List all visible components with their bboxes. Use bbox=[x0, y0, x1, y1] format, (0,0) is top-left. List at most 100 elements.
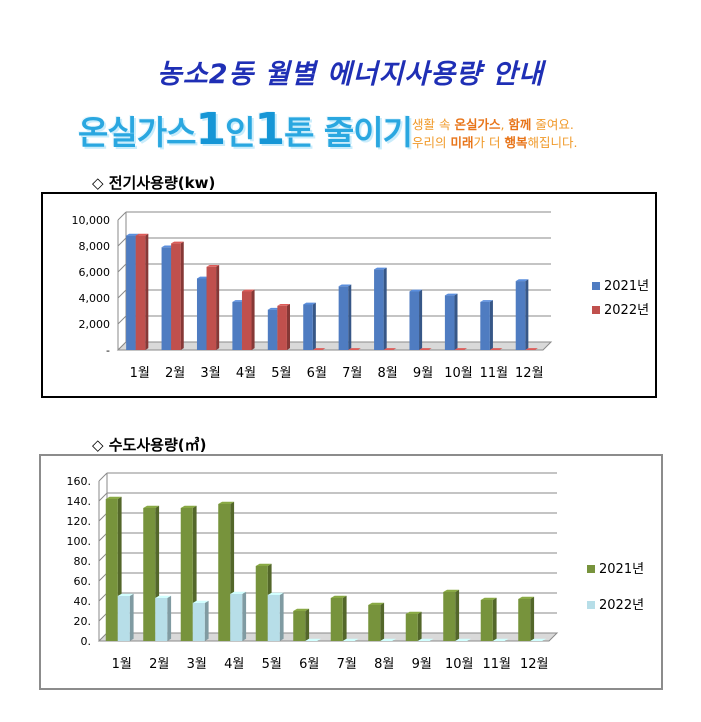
bar-top bbox=[342, 638, 359, 641]
gridline-depth bbox=[117, 289, 127, 299]
bar-top bbox=[277, 303, 290, 306]
legend-swatch bbox=[592, 282, 600, 290]
bar bbox=[161, 247, 172, 350]
y-tick-label: 140. bbox=[67, 495, 92, 508]
bar-top bbox=[171, 241, 184, 244]
slogan-emphasis: 함께 bbox=[508, 117, 532, 132]
y-tick-label: 120. bbox=[67, 515, 92, 528]
bar-top bbox=[143, 505, 160, 508]
bar-side bbox=[383, 267, 387, 350]
gridline-depth bbox=[98, 512, 108, 522]
campaign-one-b: 1 bbox=[254, 104, 285, 155]
bar-top bbox=[218, 501, 235, 504]
bar-side bbox=[525, 279, 529, 350]
bar-top bbox=[230, 591, 247, 594]
slogan-text: , bbox=[500, 117, 509, 132]
y-tick-label: 4,000 bbox=[79, 292, 111, 305]
bar bbox=[117, 596, 130, 641]
x-tick-label: 6월 bbox=[307, 366, 327, 381]
gridline-depth bbox=[98, 552, 108, 562]
bar-top bbox=[155, 595, 172, 598]
electricity-chart-svg: - 2,000 4,000 6,000 8,000 10,000 1월 2월 3월 4월 5월 6월 7… bbox=[72, 211, 649, 381]
gridline-depth bbox=[98, 472, 108, 482]
bar bbox=[267, 309, 278, 350]
bar bbox=[255, 566, 268, 641]
x-tick-label: 12월 bbox=[520, 657, 549, 672]
bar-side bbox=[312, 302, 316, 350]
x-tick-label: 3월 bbox=[187, 657, 207, 672]
campaign-one-a: 1 bbox=[195, 104, 226, 155]
y-tick-label: 10,000 bbox=[72, 214, 111, 227]
bar-side bbox=[530, 596, 535, 641]
bar-top bbox=[380, 638, 397, 641]
x-tick-label: 10월 bbox=[444, 366, 473, 381]
bar-top bbox=[480, 300, 493, 302]
bar bbox=[480, 301, 490, 350]
bar-top bbox=[312, 348, 326, 350]
campaign-slogan: 생활 속 온실가스, 함께 줄여요. 우리의 미래가 더 행복해집니다. bbox=[412, 116, 577, 152]
x-tick-label: 7월 bbox=[337, 657, 357, 672]
bar bbox=[230, 594, 243, 641]
bar-side bbox=[455, 589, 460, 641]
bar-top bbox=[480, 597, 497, 600]
bar-top bbox=[383, 348, 397, 350]
water-chart-title: ◇ 수도사용량(㎥) bbox=[92, 436, 207, 454]
x-tick-label: 12월 bbox=[515, 366, 544, 381]
slogan-emphasis: 행복 bbox=[504, 135, 528, 150]
bar-top bbox=[515, 279, 529, 282]
bar bbox=[277, 305, 287, 350]
bar-top bbox=[232, 300, 246, 302]
bar-side bbox=[492, 597, 497, 641]
bar bbox=[374, 269, 384, 350]
gridline-depth bbox=[117, 315, 127, 325]
slogan-emphasis: 미래 bbox=[450, 135, 474, 150]
y-tick-label: 40. bbox=[74, 595, 92, 608]
bar-side bbox=[342, 595, 347, 641]
bar-side bbox=[129, 593, 134, 641]
x-tick-label: 8월 bbox=[378, 366, 398, 381]
x-tick-label: 5월 bbox=[262, 657, 282, 672]
y-tick-label: 20. bbox=[74, 615, 92, 628]
electricity-chart: - 2,000 4,000 6,000 8,000 10,000 1월 2월 3월 4월 5월 6월 7… bbox=[41, 192, 657, 398]
bar-top bbox=[206, 264, 220, 267]
legend-label: 2021년 bbox=[599, 562, 644, 577]
bar-top bbox=[405, 611, 422, 614]
bar bbox=[443, 592, 456, 641]
chart-floor bbox=[97, 632, 559, 642]
bar-side bbox=[305, 608, 310, 641]
x-tick-label: 7월 bbox=[342, 366, 362, 381]
bar-side bbox=[417, 611, 422, 641]
bar bbox=[518, 599, 531, 641]
bar bbox=[180, 508, 193, 641]
campaign-banner: 온실가스1인1톤 줄이기 생활 속 온실가스, 함께 줄여요. 우리의 미래가 … bbox=[78, 104, 638, 160]
gridline-depth bbox=[117, 263, 127, 273]
bar-top bbox=[105, 496, 122, 499]
gridline-depth bbox=[98, 532, 108, 542]
bar-top bbox=[180, 505, 197, 508]
legend-swatch bbox=[592, 306, 600, 314]
bar-side bbox=[348, 284, 352, 350]
bar bbox=[303, 304, 313, 350]
x-tick-label: 8월 bbox=[374, 657, 394, 672]
bar bbox=[368, 605, 381, 641]
slogan-emphasis: 온실가스 bbox=[454, 117, 501, 132]
gridline-depth bbox=[117, 237, 127, 247]
bar-top bbox=[489, 348, 503, 350]
bar-top bbox=[330, 595, 347, 598]
electricity-chart-title: ◇ 전기사용량(kw) bbox=[92, 174, 216, 192]
bar-top bbox=[368, 602, 385, 605]
bar-top bbox=[530, 638, 547, 641]
slogan-text: 우리의 bbox=[412, 135, 451, 150]
y-tick-label: 8,000 bbox=[79, 240, 111, 253]
gridline-depth bbox=[98, 592, 108, 602]
bar-top bbox=[241, 289, 255, 292]
bar-side bbox=[419, 289, 423, 350]
x-tick-label: 10월 bbox=[445, 657, 474, 672]
bar bbox=[232, 301, 242, 350]
bar-top bbox=[419, 348, 432, 350]
bar bbox=[105, 499, 118, 641]
bar bbox=[143, 508, 156, 641]
legend-swatch bbox=[587, 565, 595, 573]
bar bbox=[218, 504, 231, 641]
bar-side bbox=[180, 241, 184, 350]
